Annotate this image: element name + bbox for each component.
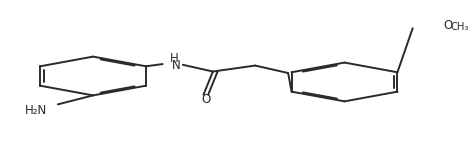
Text: H₂N: H₂N <box>25 104 47 117</box>
Text: O: O <box>201 93 210 106</box>
Text: CH₃: CH₃ <box>451 22 469 32</box>
Text: H: H <box>170 52 179 65</box>
Text: N: N <box>172 59 181 72</box>
Text: O: O <box>443 19 453 32</box>
